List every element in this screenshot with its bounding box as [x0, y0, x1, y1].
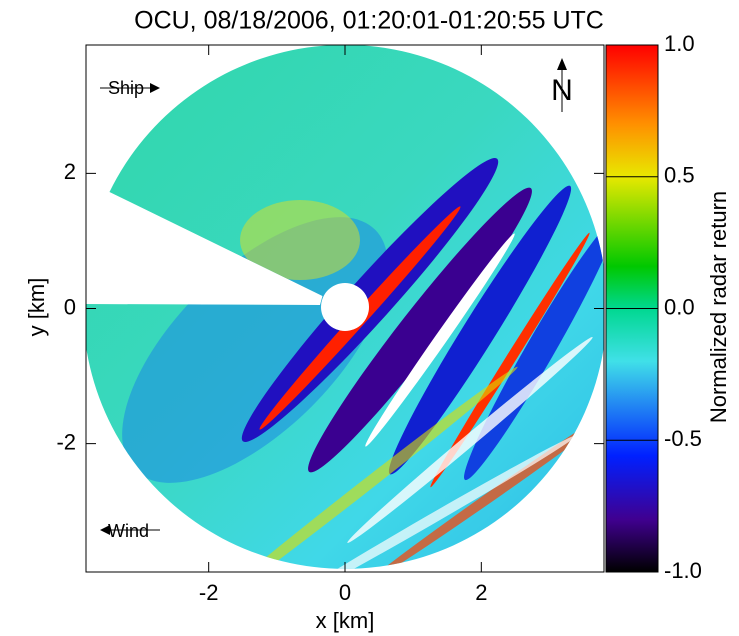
- x-tick-label: 2: [475, 580, 487, 605]
- north-arrowhead: [557, 58, 567, 70]
- colorbar-tick-label: 0.5: [664, 163, 695, 188]
- wind-annotation: Wind: [108, 521, 149, 541]
- y-axis-label: y [km]: [24, 278, 49, 337]
- y-tick-label: -2: [56, 429, 76, 454]
- ship-arrowhead: [150, 83, 160, 93]
- colorbar-tick-label: 0.0: [664, 294, 695, 319]
- y-tick-label: 0: [64, 294, 76, 319]
- colorbar-tick-label: 1.0: [664, 31, 695, 56]
- x-tick-label: 0: [339, 580, 351, 605]
- colorbar-tick-label: -0.5: [664, 426, 702, 451]
- ship-annotation: Ship: [108, 78, 144, 98]
- y-tick-label: 2: [64, 159, 76, 184]
- radar-image: [86, 45, 604, 569]
- colorbar-tick-label: -1.0: [664, 558, 702, 583]
- chart-title: OCU, 08/18/2006, 01:20:01-01:20:55 UTC: [134, 7, 604, 35]
- north-annotation: N: [551, 74, 573, 107]
- colorbar-label: Normalized radar return: [706, 191, 731, 423]
- x-axis-label: x [km]: [316, 608, 375, 633]
- x-tick-label: -2: [199, 580, 219, 605]
- wind-arrowhead: [100, 525, 110, 535]
